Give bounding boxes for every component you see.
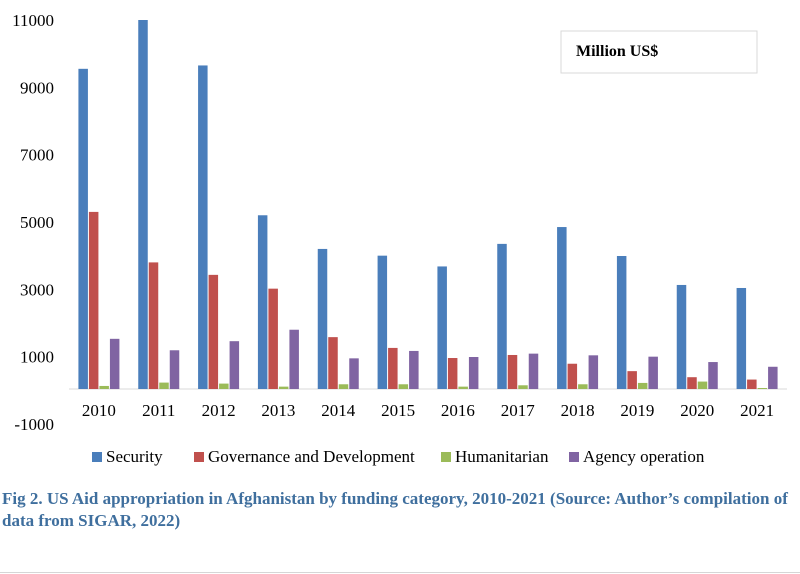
bar-governance-and-development — [88, 211, 99, 389]
legend-swatch — [194, 452, 204, 462]
bar-governance-and-development — [507, 354, 518, 389]
bar-humanitarian — [518, 385, 528, 389]
x-tick-label: 2015 — [381, 401, 415, 420]
legend-swatch — [569, 452, 579, 462]
y-tick-label: 5000 — [20, 213, 54, 232]
bar-security — [317, 248, 328, 389]
bar-security — [198, 65, 208, 389]
x-tick-label: 2020 — [680, 401, 714, 420]
bar-agency-operation — [349, 358, 359, 389]
x-tick-label: 2018 — [561, 401, 595, 420]
bar-agency-operation — [289, 329, 299, 389]
bar-agency-operation — [169, 350, 180, 389]
legend-swatch — [92, 452, 102, 462]
bar-security — [437, 266, 447, 389]
bar-security — [736, 287, 747, 389]
bar-governance-and-development — [687, 377, 697, 389]
y-tick-label: 7000 — [20, 146, 54, 165]
legend-swatch — [441, 452, 451, 462]
bar-governance-and-development — [208, 274, 219, 389]
bar-humanitarian — [159, 382, 169, 389]
figure-caption: Fig 2. US Aid appropriation in Afghanist… — [2, 489, 788, 530]
bar-humanitarian — [398, 384, 409, 389]
bar-security — [557, 227, 567, 389]
bar-agency-operation — [708, 362, 718, 389]
bar-security — [138, 20, 148, 389]
x-tick-label: 2010 — [82, 401, 116, 420]
bar-agency-operation — [409, 350, 419, 389]
bar-humanitarian — [458, 386, 468, 389]
x-tick-label: 2013 — [261, 401, 295, 420]
bar-security — [377, 255, 388, 389]
x-tick-label: 2014 — [321, 401, 356, 420]
bar-agency-operation — [648, 356, 658, 389]
y-tick-label: 1000 — [20, 348, 54, 367]
bar-governance-and-development — [627, 371, 637, 389]
bar-humanitarian — [757, 388, 768, 389]
bar-humanitarian — [99, 385, 109, 389]
bar-security — [257, 215, 268, 389]
bar-agency-operation — [528, 353, 539, 389]
bar-humanitarian — [278, 386, 289, 389]
y-tick-label: 3000 — [20, 280, 54, 299]
bar-agency-operation — [768, 366, 778, 389]
bar-agency-operation — [109, 338, 120, 389]
bar-agency-operation — [229, 341, 240, 389]
x-tick-label: 2019 — [620, 401, 654, 420]
legend: Security Governance and Development Humani… — [92, 447, 705, 466]
bar-security — [497, 243, 507, 389]
bar-agency-operation — [588, 355, 599, 389]
legend-label: Governance and Development — [208, 447, 415, 466]
bar-governance-and-development — [268, 288, 278, 389]
bar-governance-and-development — [747, 379, 757, 389]
y-tick-label: -1000 — [14, 415, 54, 434]
bar-governance-and-development — [328, 337, 338, 389]
bar-security — [78, 68, 88, 390]
bar-humanitarian — [637, 382, 648, 389]
bars — [78, 20, 778, 390]
y-tick-label: 9000 — [20, 78, 54, 97]
bar-governance-and-development — [148, 262, 159, 389]
y-tick-label: 11000 — [12, 11, 54, 30]
x-tick-label: 2011 — [142, 401, 175, 420]
divider — [0, 572, 800, 573]
unit-box: Million US$ — [560, 30, 758, 74]
legend-label: Agency operation — [583, 447, 705, 466]
bar-humanitarian — [219, 383, 229, 389]
bar-humanitarian — [697, 381, 708, 389]
x-tick-label: 2021 — [740, 401, 774, 420]
bar-governance-and-development — [567, 363, 578, 389]
unit-label: Million US$ — [576, 43, 658, 60]
legend-label: Security — [106, 447, 163, 466]
bar-humanitarian — [338, 384, 349, 389]
bar-humanitarian — [578, 384, 588, 389]
legend-label: Humanitarian — [455, 447, 549, 466]
bar-governance-and-development — [447, 358, 458, 389]
bar-agency-operation — [468, 357, 479, 389]
bar-governance-and-development — [388, 347, 398, 389]
y-axis-ticks: -1000 1000 3000 5000 7000 9000 11000 — [12, 11, 54, 434]
x-tick-label: 2017 — [501, 401, 536, 420]
bar-security — [616, 256, 627, 389]
x-tick-label: 2016 — [441, 401, 475, 420]
bar-security — [676, 284, 687, 389]
x-tick-label: 2012 — [202, 401, 236, 420]
x-axis-ticks: 2010 2011 2012 2013 2014 2015 2016 2017 2018 2019… — [82, 401, 774, 420]
